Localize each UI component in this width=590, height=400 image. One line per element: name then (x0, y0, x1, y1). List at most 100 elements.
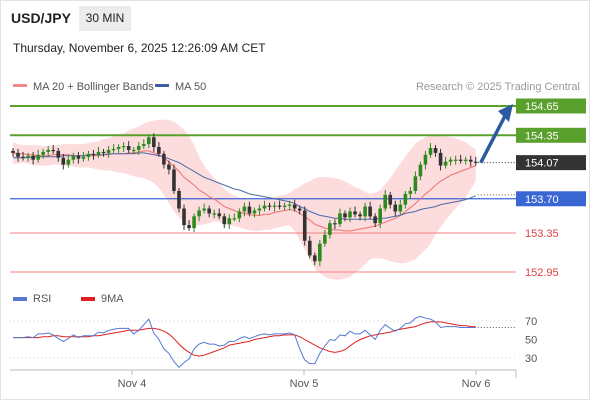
candle-body (182, 208, 186, 226)
candle (348, 207, 352, 223)
candle (41, 148, 45, 159)
candle (71, 152, 76, 164)
chart-header: USD/JPY 30 MIN (0, 0, 590, 36)
candle (448, 156, 453, 166)
candle (217, 208, 222, 220)
credit-label: Research © 2025 Trading Central (416, 81, 580, 93)
candle-body (162, 153, 166, 165)
candle-body (257, 208, 262, 211)
rsi-legend-label-0: RSI (33, 293, 51, 305)
candle (136, 142, 141, 155)
candle (433, 145, 438, 157)
legend-layer: MA 20 + Bollinger Bands MA 50 Research © 2… (13, 81, 580, 93)
legend-swatch-1 (155, 84, 169, 87)
candle (46, 146, 51, 157)
candle-body (66, 159, 71, 165)
rsi-panel: RSI 9MA 70 50 30 (10, 293, 537, 369)
candle-body (36, 154, 40, 160)
candle (428, 143, 433, 158)
candle-body (277, 205, 282, 207)
candle-body (56, 150, 61, 158)
candle (152, 133, 156, 152)
candle-body (398, 204, 403, 212)
candle-body (363, 206, 367, 217)
candle (101, 148, 106, 157)
candle (187, 220, 191, 231)
timeframe-button[interactable]: 30 MIN (79, 6, 131, 31)
datetime-label: Thursday, November 6, 2025 12:26:09 AM C… (13, 41, 266, 55)
candle-body (428, 147, 433, 155)
candle-body (307, 240, 312, 256)
candle (277, 200, 282, 210)
candle (212, 209, 216, 219)
candle (393, 200, 398, 217)
candle (192, 213, 196, 232)
candle-body (61, 157, 66, 165)
candle (338, 208, 342, 228)
candle-body (121, 146, 126, 148)
candle-body (348, 211, 352, 218)
candle (408, 187, 413, 199)
time-tick-label-1: Nov 5 (290, 378, 319, 390)
candle-body (41, 151, 45, 155)
candle (76, 151, 81, 164)
candle-body (473, 161, 478, 163)
candle (252, 207, 257, 218)
candle-body (222, 216, 227, 225)
candle-body (358, 214, 362, 217)
rsi-line (13, 315, 476, 369)
candle-body (217, 213, 222, 217)
candle (313, 252, 317, 266)
candle (262, 200, 267, 212)
candle (126, 141, 131, 153)
candle (287, 200, 292, 211)
candle (292, 199, 297, 212)
legend-label-1: MA 50 (175, 81, 206, 93)
candle (398, 199, 403, 215)
level-label-154-65: 154.65 (525, 101, 559, 113)
candle-body (212, 213, 216, 215)
candle (473, 156, 478, 166)
time-tick-label-2: Nov 6 (462, 378, 491, 390)
candle (373, 213, 377, 228)
candle-body (383, 194, 388, 209)
candle (297, 205, 302, 215)
candle (177, 188, 181, 213)
rsi-tick-70: 70 (525, 316, 537, 328)
rsi-legend-swatch-1 (81, 297, 95, 301)
price-labels-layer: 154.65 154.35 153.70 153.35 152.95 154.07 (516, 98, 586, 279)
candle-body (106, 149, 111, 153)
candle-body (116, 147, 121, 149)
candle-body (443, 161, 448, 166)
candle (36, 149, 40, 163)
candle (11, 147, 15, 157)
candle (438, 148, 443, 171)
candle (383, 189, 388, 212)
candle-body (333, 223, 337, 225)
candle (116, 144, 121, 153)
symbol-title: USD/JPY (11, 10, 71, 26)
candle-body (136, 146, 141, 150)
candle (247, 201, 252, 217)
candle (61, 153, 66, 170)
bollinger-band (13, 119, 476, 280)
candle (172, 164, 176, 194)
scenario-arrow-shaft (479, 115, 507, 164)
candle (157, 142, 161, 157)
candle-body (21, 156, 25, 158)
candle-body (31, 155, 35, 160)
candle-body (373, 216, 377, 224)
level-label-152-95: 152.95 (525, 267, 559, 279)
candle-body (247, 206, 252, 214)
candle-body (172, 169, 176, 191)
candle-body (207, 208, 211, 214)
candle (343, 210, 347, 222)
candle (318, 239, 322, 267)
candle (16, 148, 20, 162)
candle (328, 220, 332, 239)
candle-body (76, 155, 81, 159)
candle-body (232, 218, 237, 220)
candle-body (16, 152, 20, 157)
candle (307, 235, 312, 259)
